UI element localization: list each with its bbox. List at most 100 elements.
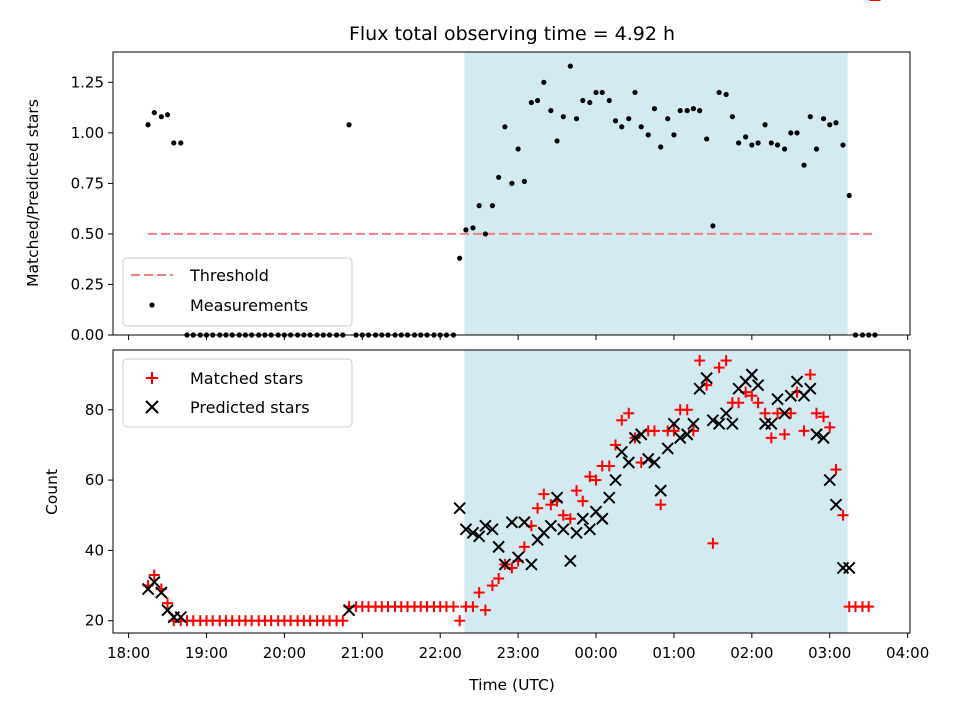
predicted-star-point xyxy=(342,603,356,617)
top-y-tick-label: 0.75 xyxy=(71,174,104,192)
matched-star-point xyxy=(454,615,466,627)
measurement-point xyxy=(573,116,580,122)
measurement-point xyxy=(632,89,638,96)
matched-star-point xyxy=(538,488,550,500)
top-panel: 0.00 0.25 0.50 0.75 1.00 1.25 Matched/Predict… xyxy=(24,51,911,344)
bottom-y-tick-label: 40 xyxy=(85,541,104,559)
matched-star-point xyxy=(837,509,849,521)
measurement-point xyxy=(509,180,515,186)
measurement-point xyxy=(548,108,554,114)
predicted-star-point xyxy=(810,428,823,441)
measurement-point xyxy=(171,140,177,146)
measurement-point xyxy=(521,178,527,184)
measurement-point xyxy=(158,114,164,120)
bottom-plot-frame xyxy=(112,349,911,634)
predicted-star-point xyxy=(667,417,681,431)
predicted-star-point xyxy=(642,452,655,466)
measurement-point xyxy=(827,122,833,128)
measurement-point xyxy=(145,122,151,128)
matched-star-point xyxy=(590,474,602,486)
matched-star-point xyxy=(571,485,583,497)
matched-star-point xyxy=(733,397,745,409)
predicted-star-point xyxy=(635,428,648,441)
predicted-star-point xyxy=(654,484,667,497)
predicted-star-point xyxy=(778,407,791,420)
x-tick-label: 21:00 xyxy=(341,644,384,662)
predicted-star-point xyxy=(712,417,726,431)
x-tick-label: 04:00 xyxy=(886,644,929,662)
measurement-point xyxy=(534,97,541,104)
predicted-star-point xyxy=(174,610,187,624)
measurement-point xyxy=(762,122,768,128)
matched-star-point xyxy=(545,499,557,511)
predicted-star-point xyxy=(661,442,674,455)
predicted-star-point xyxy=(693,382,706,395)
top-plot-frame xyxy=(112,51,911,336)
legend-matched-label: Matched stars xyxy=(190,369,303,388)
top-y-tick-label: 0.25 xyxy=(71,275,104,293)
matched-star-point xyxy=(798,425,810,437)
matched-star-point xyxy=(759,407,771,419)
matched-star-point xyxy=(746,390,758,402)
x-tick-label: 01:00 xyxy=(652,644,695,662)
x-tick-label: 20:00 xyxy=(263,644,306,662)
matched-star-point xyxy=(623,407,635,419)
predicted-star-point xyxy=(673,431,687,445)
measurement-point xyxy=(457,255,463,261)
matched-star-point xyxy=(811,407,823,419)
predicted-star-point xyxy=(784,389,798,402)
measurement-point xyxy=(658,144,664,150)
predicted-star-point xyxy=(700,371,713,385)
measurement-point xyxy=(626,116,632,122)
predicted-star-point xyxy=(564,554,577,568)
measurement-point xyxy=(690,106,697,112)
predicted-star-point xyxy=(603,491,616,504)
measurement-point xyxy=(151,110,157,116)
legend-measurements-swatch xyxy=(149,302,155,308)
matched-star-point xyxy=(493,573,505,585)
matched-star-point xyxy=(162,597,174,609)
measurement-point xyxy=(665,116,671,122)
legend-threshold-label: Threshold xyxy=(189,266,269,285)
legend-predicted-swatch xyxy=(145,400,159,414)
predicted-star-point xyxy=(498,558,512,571)
legend-predicted-label: Predicted stars xyxy=(190,398,310,417)
predicted-star-point xyxy=(505,516,519,529)
matched-star-point xyxy=(818,411,830,423)
predicted-star-point xyxy=(596,512,609,525)
predicted-star-point xyxy=(765,417,778,431)
measurement-point xyxy=(781,146,788,152)
measurement-point xyxy=(755,140,761,146)
top-legend-box xyxy=(122,257,353,327)
predicted-star-point xyxy=(544,519,558,532)
predicted-star-point xyxy=(486,523,499,536)
bottom-legend: Matched stars Predicted stars xyxy=(122,358,353,428)
measurement-point xyxy=(541,79,547,85)
measurement-point xyxy=(645,132,651,138)
measurement-point xyxy=(502,124,508,130)
matched-star-point xyxy=(337,615,349,627)
x-tick-label: 19:00 xyxy=(185,644,228,662)
measurement-point xyxy=(515,146,521,152)
bottom-legend-box xyxy=(122,358,353,428)
bottom-panel: 20 40 60 80 18:00 19:00 20:00 21:00 22:00 23:00 0… xyxy=(43,0,929,694)
predicted-star-point xyxy=(609,473,622,487)
x-tick-label: 00:00 xyxy=(574,644,617,662)
top-y-axis: 0.00 0.25 0.50 0.75 1.00 1.25 xyxy=(71,73,113,344)
measurement-point xyxy=(619,124,625,130)
legend-measurements-label: Measurements xyxy=(190,296,308,315)
bottom-y-axis-label: Count xyxy=(43,469,61,515)
measurement-point xyxy=(788,130,794,136)
predicted-star-point xyxy=(648,456,661,469)
measurement-point xyxy=(496,174,502,180)
bottom-y-axis: 20 40 60 80 xyxy=(85,401,113,630)
measurement-point xyxy=(833,120,839,126)
measurement-point xyxy=(768,140,774,146)
matched-star-point xyxy=(804,369,816,381)
matched-star-point xyxy=(473,587,485,599)
predicted-star-point xyxy=(622,456,635,469)
measurement-point xyxy=(813,146,820,152)
measurement-point xyxy=(807,114,813,120)
measurement-point xyxy=(528,99,534,106)
